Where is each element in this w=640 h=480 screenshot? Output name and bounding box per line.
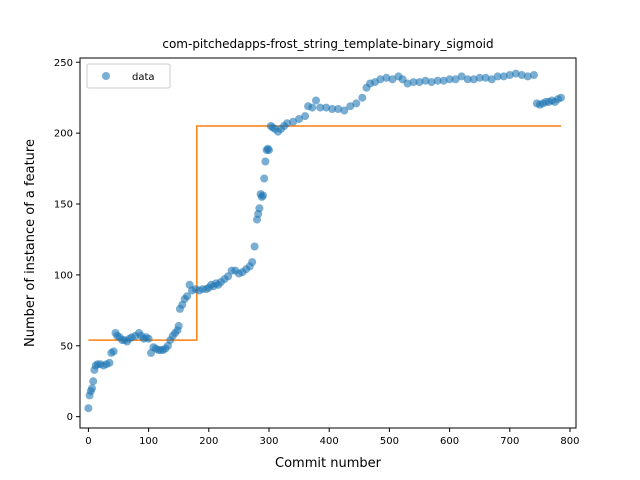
y-tick-label: 200 xyxy=(54,129,73,140)
data-point xyxy=(183,292,192,301)
data-point xyxy=(493,72,502,81)
x-tick-label: 0 xyxy=(85,436,91,447)
legend-label-data: data xyxy=(132,72,155,83)
data-point xyxy=(409,78,418,87)
data-point xyxy=(463,75,472,84)
data-point xyxy=(295,115,304,123)
data-point xyxy=(475,73,484,82)
data-point xyxy=(358,93,367,102)
data-point xyxy=(334,105,343,113)
data-point xyxy=(250,242,259,251)
data-point xyxy=(415,78,424,87)
data-point xyxy=(301,112,310,121)
data-point xyxy=(346,102,355,111)
x-tick-label: 700 xyxy=(500,436,519,447)
data-point xyxy=(283,119,292,128)
y-tick-label: 100 xyxy=(54,270,73,281)
plot-area xyxy=(79,57,577,429)
data-point xyxy=(481,73,490,82)
data-point xyxy=(403,79,412,88)
fit-step-line xyxy=(88,125,561,341)
data-point xyxy=(487,75,496,84)
data-point xyxy=(382,73,391,82)
data-point xyxy=(451,75,460,84)
x-tick-label: 600 xyxy=(440,436,459,447)
data-point xyxy=(529,71,538,79)
data-point xyxy=(433,76,442,85)
y-tick-label: 150 xyxy=(54,200,73,211)
y-axis-ticks: 0 50 100 150 200 250 xyxy=(54,58,80,423)
data-point xyxy=(88,384,96,393)
data-point xyxy=(445,75,454,84)
data-point xyxy=(376,75,385,84)
data-point xyxy=(427,78,436,87)
data-point xyxy=(255,204,264,213)
data-point xyxy=(316,103,325,112)
x-tick-label: 400 xyxy=(320,436,339,447)
data-point xyxy=(457,72,466,81)
data-point xyxy=(312,96,320,105)
x-axis-label: Commit number xyxy=(275,456,382,471)
data-point xyxy=(308,103,317,112)
series-data xyxy=(84,69,565,413)
data-point xyxy=(439,76,448,85)
axes-frame xyxy=(79,57,577,429)
data-point xyxy=(174,321,183,330)
x-axis-ticks: 0 100 200 300 400 500 600 700 800 xyxy=(85,428,580,447)
x-tick-label: 100 xyxy=(139,436,158,447)
y-tick-label: 250 xyxy=(54,58,73,69)
data-point xyxy=(265,146,273,155)
data-point xyxy=(105,358,114,367)
data-point xyxy=(517,71,526,79)
data-point xyxy=(557,93,565,102)
data-point xyxy=(340,106,349,115)
data-point xyxy=(499,72,508,81)
data-point xyxy=(523,72,532,81)
y-axis-label: Number of instance of a feature xyxy=(23,139,38,347)
x-tick-label: 300 xyxy=(259,436,278,447)
data-point xyxy=(505,71,514,79)
data-point xyxy=(259,191,267,200)
data-point xyxy=(260,174,269,183)
data-point xyxy=(388,75,397,84)
x-tick-label: 500 xyxy=(380,436,399,447)
x-tick-label: 200 xyxy=(199,436,218,447)
data-point xyxy=(469,75,478,84)
data-point xyxy=(289,117,298,126)
data-point xyxy=(89,377,98,386)
data-point xyxy=(224,272,233,281)
y-tick-label: 50 xyxy=(60,341,73,352)
data-point xyxy=(511,69,520,78)
data-point xyxy=(248,258,257,267)
data-point xyxy=(261,157,270,166)
y-tick-label: 0 xyxy=(67,412,73,423)
legend-marker-data xyxy=(102,72,110,80)
data-point xyxy=(84,404,93,413)
data-point xyxy=(144,334,153,343)
data-point xyxy=(109,347,118,356)
legend: data xyxy=(86,63,171,89)
legend-box xyxy=(86,63,171,89)
x-tick-label: 800 xyxy=(560,436,579,447)
chart-title: com-pitchedapps-frost_string_template-bi… xyxy=(162,37,493,51)
series-fit xyxy=(88,125,561,341)
data-point xyxy=(322,103,331,112)
data-point xyxy=(352,99,361,108)
data-point xyxy=(328,105,337,113)
data-point xyxy=(421,76,430,85)
